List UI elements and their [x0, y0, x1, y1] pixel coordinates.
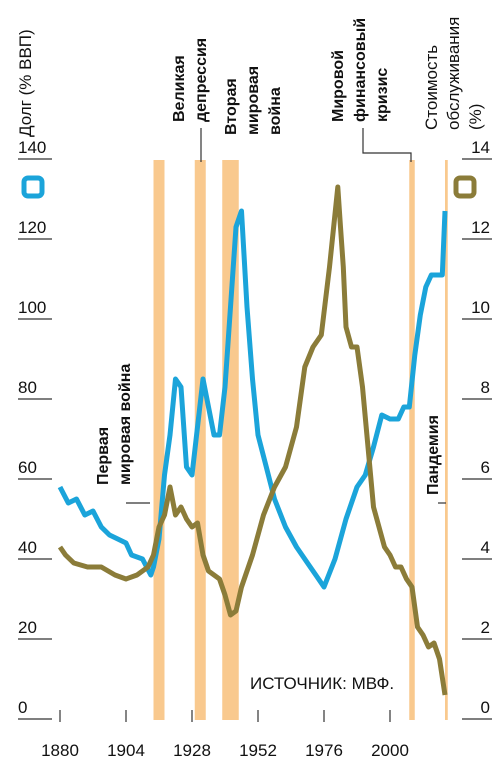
- annotation: депрессия: [193, 38, 210, 122]
- y2-tick-label: 4: [481, 538, 490, 557]
- y-tick-label: 100: [18, 298, 46, 317]
- annotation: война: [267, 87, 284, 135]
- shaded-period: [153, 160, 165, 720]
- y2-axis-title: Стоимость: [422, 45, 441, 130]
- annotation: Первая: [95, 427, 112, 485]
- x-tick-label: 1880: [41, 741, 79, 760]
- y-tick-label: 0: [18, 698, 27, 717]
- x-tick-label: 1928: [173, 741, 211, 760]
- annotation: Вторая: [223, 78, 240, 135]
- legend-marker: [453, 175, 477, 199]
- shaded-period: [194, 160, 206, 720]
- shaded-period: [445, 160, 448, 720]
- x-tick-label: 1976: [305, 741, 343, 760]
- y-tick-label: 120: [18, 218, 46, 237]
- series-line: [57, 184, 448, 696]
- annotation: Великая: [171, 55, 188, 122]
- x-tick-label: 1904: [107, 741, 145, 760]
- annotation: Мировой: [330, 50, 347, 122]
- y2-tick-label: 8: [481, 378, 490, 397]
- x-tick-label: 2000: [371, 741, 409, 760]
- series-line: [57, 208, 448, 590]
- legend-marker: [21, 175, 45, 199]
- y-tick-label: 40: [18, 538, 37, 557]
- shaded-period: [222, 160, 239, 720]
- leader-line: [362, 128, 412, 162]
- annotation: мировая война: [117, 364, 134, 485]
- y2-axis-title: обслуживания: [444, 17, 463, 130]
- y2-tick-label: 14: [471, 138, 490, 157]
- y2-tick-label: 0: [481, 698, 490, 717]
- y-axis-title: Долг (% ВВП): [16, 29, 35, 137]
- y2-axis-title: (%): [466, 104, 485, 130]
- y-tick-label: 20: [18, 618, 37, 637]
- annotation: кризис: [374, 68, 391, 122]
- y-tick-label: 140: [18, 138, 46, 157]
- y2-tick-label: 12: [471, 218, 490, 237]
- y2-tick-label: 6: [481, 458, 490, 477]
- source: ИСТОЧНИК: МВФ.: [250, 674, 394, 693]
- annotation: мировая: [245, 66, 262, 135]
- x-tick-label: 1952: [239, 741, 277, 760]
- annotation: Пандемия: [425, 415, 442, 495]
- shaded-period: [409, 160, 415, 720]
- y2-tick-label: 10: [471, 298, 490, 317]
- annotation: финансовый: [352, 18, 369, 122]
- y2-tick-label: 2: [481, 618, 490, 637]
- y-tick-label: 80: [18, 378, 37, 397]
- y-tick-label: 60: [18, 458, 37, 477]
